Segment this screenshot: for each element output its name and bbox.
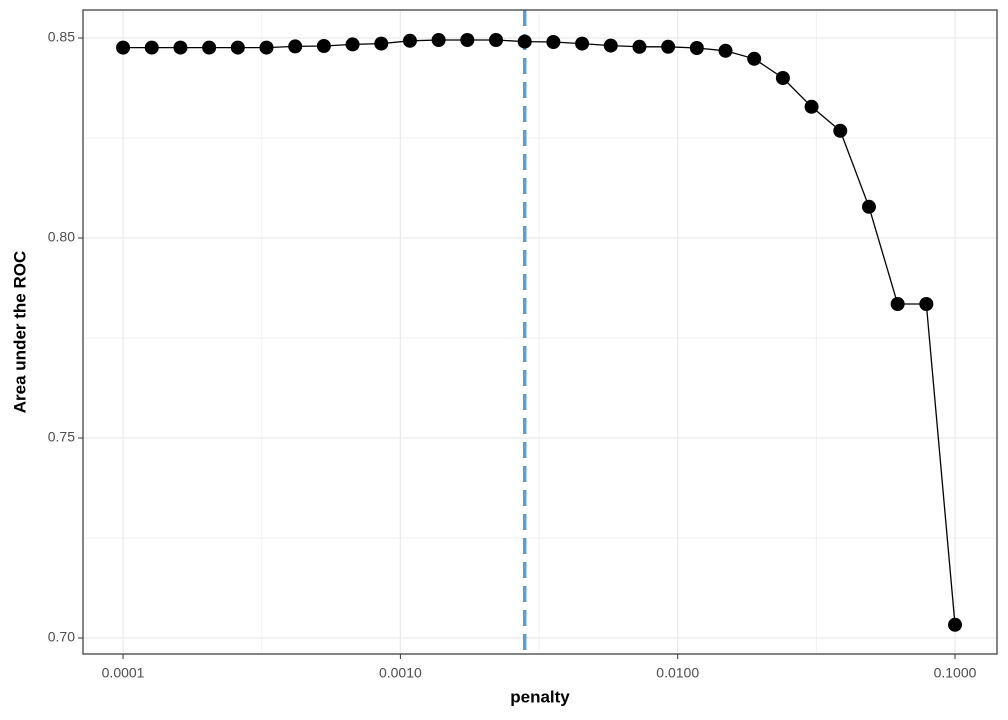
point xyxy=(775,71,790,85)
point xyxy=(316,39,331,53)
point xyxy=(144,40,159,55)
y-tick-label: 0.85 xyxy=(48,29,75,45)
point xyxy=(661,39,676,54)
point xyxy=(202,40,217,55)
x-axis-title: penalty xyxy=(510,687,570,706)
point xyxy=(489,33,504,47)
point xyxy=(948,617,963,632)
point xyxy=(230,40,245,55)
point xyxy=(833,123,848,138)
point xyxy=(460,33,475,47)
point xyxy=(288,39,303,54)
point xyxy=(116,40,131,55)
point xyxy=(919,297,934,311)
point xyxy=(575,36,590,51)
point xyxy=(632,39,647,54)
point xyxy=(517,34,532,49)
point xyxy=(431,33,446,47)
point xyxy=(259,40,274,55)
point xyxy=(603,38,618,53)
x-tick-label: 0.0001 xyxy=(102,665,145,681)
y-tick-label: 0.75 xyxy=(48,429,75,445)
point xyxy=(747,51,762,66)
point xyxy=(374,36,389,51)
point xyxy=(345,37,360,52)
y-axis-title: Area under the ROC xyxy=(10,251,29,413)
point xyxy=(173,40,188,55)
x-tick-label: 0.0100 xyxy=(656,665,699,681)
panel-border xyxy=(82,9,998,655)
point xyxy=(402,33,417,48)
point xyxy=(890,297,905,311)
y-tick-label: 0.70 xyxy=(48,629,75,645)
point xyxy=(861,199,876,214)
x-tick-label: 0.0010 xyxy=(379,665,422,681)
x-tick-label: 0.1000 xyxy=(934,665,977,681)
point xyxy=(689,41,704,55)
point xyxy=(804,99,819,114)
y-tick-label: 0.80 xyxy=(48,229,75,245)
point xyxy=(546,35,561,49)
point xyxy=(718,43,733,58)
